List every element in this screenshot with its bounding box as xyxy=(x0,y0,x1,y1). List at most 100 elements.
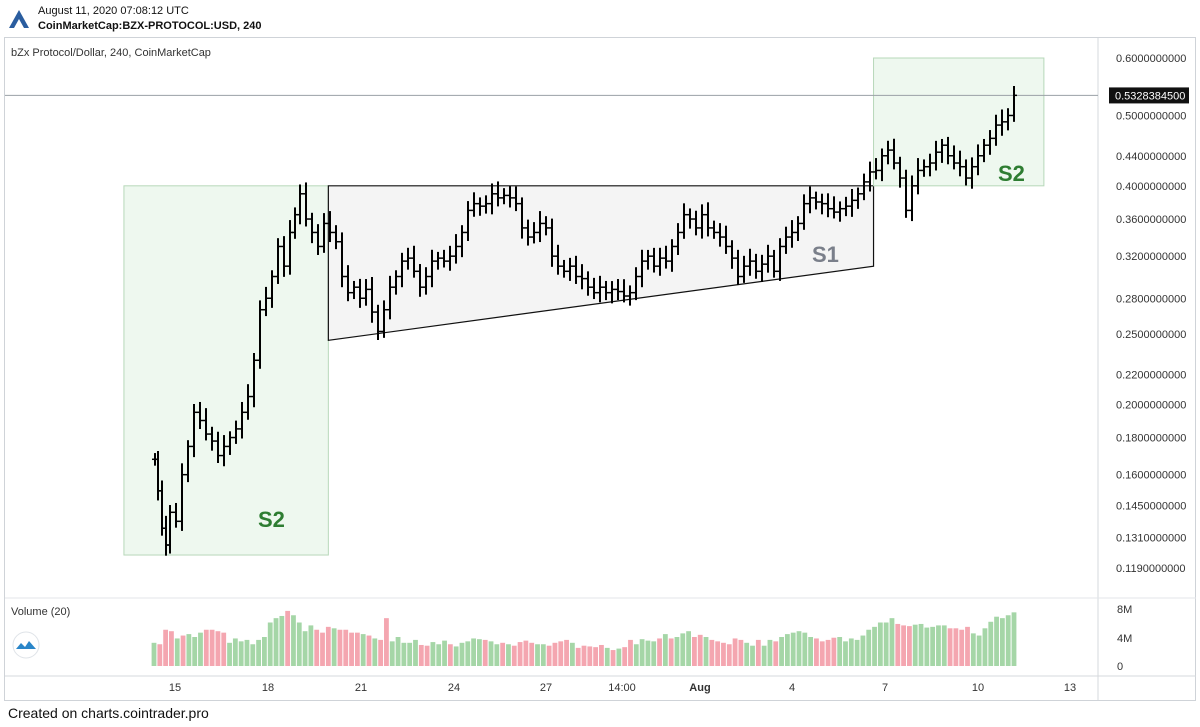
volume-bar xyxy=(331,628,337,666)
volume-bar xyxy=(628,639,633,666)
volume-bar xyxy=(244,639,250,666)
price-axis: 0.6000000000 0.5000000000 0.4400000000 0… xyxy=(1116,53,1186,575)
volume-bar xyxy=(540,644,546,666)
volume-bar xyxy=(825,639,831,666)
volume-bar xyxy=(726,644,732,666)
volume-bar xyxy=(227,642,232,666)
volume-bar xyxy=(308,625,314,666)
price-tick: 0.2800000000 xyxy=(1116,293,1186,305)
current-price-value: 0.5328384500 xyxy=(1115,90,1185,102)
volume-bar xyxy=(203,629,209,666)
volume-bar xyxy=(761,645,767,666)
volume-bar xyxy=(947,628,953,666)
volume-bar xyxy=(999,618,1005,666)
chart-frame xyxy=(4,37,1196,701)
volume-bar xyxy=(750,645,755,666)
volume-bar xyxy=(285,610,291,666)
volume-bar xyxy=(256,639,261,666)
volume-bar xyxy=(721,642,726,666)
volume-bar xyxy=(819,641,825,666)
volume-bar xyxy=(808,637,814,666)
volume-bar xyxy=(883,622,889,666)
volume-bar xyxy=(686,631,691,666)
volume-bar xyxy=(232,638,238,666)
volume-bar xyxy=(447,644,453,666)
price-tick: 0.4400000000 xyxy=(1116,151,1186,163)
volume-bar xyxy=(302,631,308,666)
footer-credit: Created on charts.cointrader.pro xyxy=(8,705,209,721)
volume-bar xyxy=(843,641,848,666)
volume-bar xyxy=(477,639,482,666)
volume-bar xyxy=(471,638,476,666)
time-tick: 21 xyxy=(355,682,367,694)
volume-bar xyxy=(639,639,645,666)
volume-bar xyxy=(482,639,488,666)
price-chart[interactable]: bZx Protocol/Dollar, 240, CoinMarketCap … xyxy=(0,0,1200,700)
volume-bar xyxy=(1005,615,1011,666)
volume-bar xyxy=(325,626,331,666)
volume-bar xyxy=(692,637,697,666)
volume-bar xyxy=(418,644,424,666)
time-tick: 14:00 xyxy=(608,682,636,694)
volume-bar xyxy=(599,644,604,666)
volume-bar xyxy=(291,615,296,666)
volume-bar xyxy=(395,637,401,666)
volume-bar xyxy=(558,641,564,666)
volume-bar xyxy=(221,632,227,666)
volume-bar xyxy=(401,642,407,666)
volume-bar xyxy=(877,622,883,666)
volume-bar xyxy=(907,626,912,666)
snapshot-timestamp: August 11, 2020 07:08:12 UTC xyxy=(38,5,189,17)
volume-bar xyxy=(953,628,959,666)
volume-bar xyxy=(198,632,203,666)
volume-bar xyxy=(674,637,680,666)
current-price-badge xyxy=(1109,87,1189,104)
s1-triangle-zone xyxy=(327,185,875,342)
volume-bar xyxy=(465,641,471,666)
volume-bar xyxy=(343,629,349,666)
volume-bar xyxy=(959,629,965,666)
volume-bar xyxy=(564,639,569,666)
volume-bar xyxy=(186,634,192,666)
volume-bar xyxy=(970,633,976,666)
volume-bar xyxy=(424,645,430,666)
volume-bar xyxy=(994,616,999,666)
cointrader-logo-icon xyxy=(9,10,29,28)
volume-bar xyxy=(860,635,866,666)
time-tick: 18 xyxy=(262,682,274,694)
volume-bar xyxy=(494,644,500,666)
volume-bar xyxy=(529,642,535,666)
volume-bar xyxy=(965,626,970,666)
volume-bar xyxy=(267,622,273,666)
time-tick: 27 xyxy=(540,682,552,694)
price-tick: 0.1450000000 xyxy=(1116,501,1186,513)
volume-bar xyxy=(593,647,599,666)
volume-bar xyxy=(924,627,930,666)
volume-bar xyxy=(651,641,657,666)
volume-bar xyxy=(174,638,180,666)
time-tick: 10 xyxy=(972,682,984,694)
price-tick: 0.1190000000 xyxy=(1116,563,1186,575)
volume-bar xyxy=(930,626,936,666)
volume-tick: 0 xyxy=(1117,661,1123,673)
volume-bar xyxy=(697,634,703,666)
volume-bar xyxy=(668,638,674,666)
s2-zone-left xyxy=(123,185,329,556)
candles-layer xyxy=(152,86,1017,556)
volume-bar xyxy=(442,640,447,666)
price-tick: 0.2200000000 xyxy=(1116,369,1186,381)
s2-label-right: S2 xyxy=(998,161,1025,186)
volume-bar xyxy=(413,639,418,666)
volume-bar xyxy=(872,626,877,666)
time-tick: 13 xyxy=(1064,682,1076,694)
volume-bar xyxy=(360,634,366,666)
price-tick: 0.1800000000 xyxy=(1116,433,1186,445)
price-tick: 0.3200000000 xyxy=(1116,251,1186,263)
volume-bar xyxy=(662,634,668,666)
volume-bar xyxy=(320,632,325,666)
volume-bar xyxy=(814,638,819,666)
volume-bar xyxy=(941,625,947,666)
volume-toggle-icon[interactable] xyxy=(12,631,40,659)
volume-bar xyxy=(738,639,744,666)
volume-bar xyxy=(575,647,581,666)
